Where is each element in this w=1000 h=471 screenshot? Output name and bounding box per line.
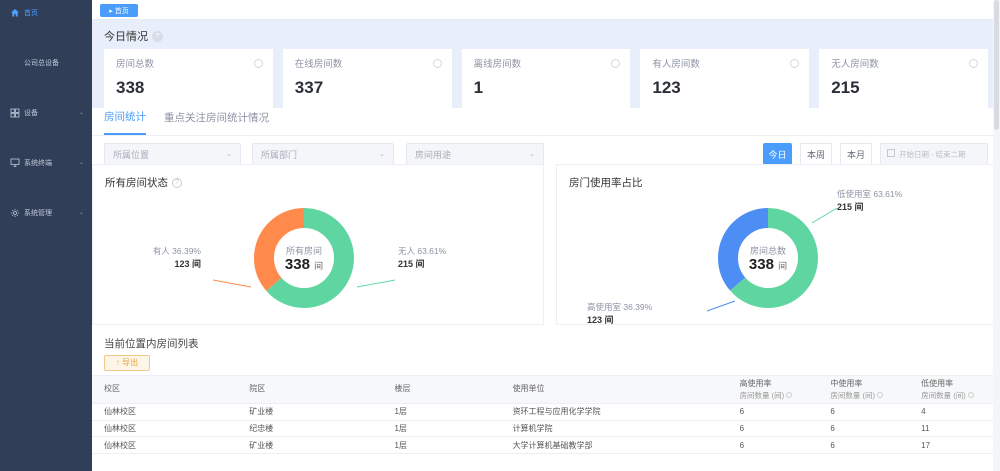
svg-text:所有房间: 所有房间 [286,245,322,256]
svg-text:338 间: 338 间 [749,256,787,273]
svg-text:房间总数: 房间总数 [750,245,786,256]
svg-text:338 间: 338 间 [285,256,323,273]
